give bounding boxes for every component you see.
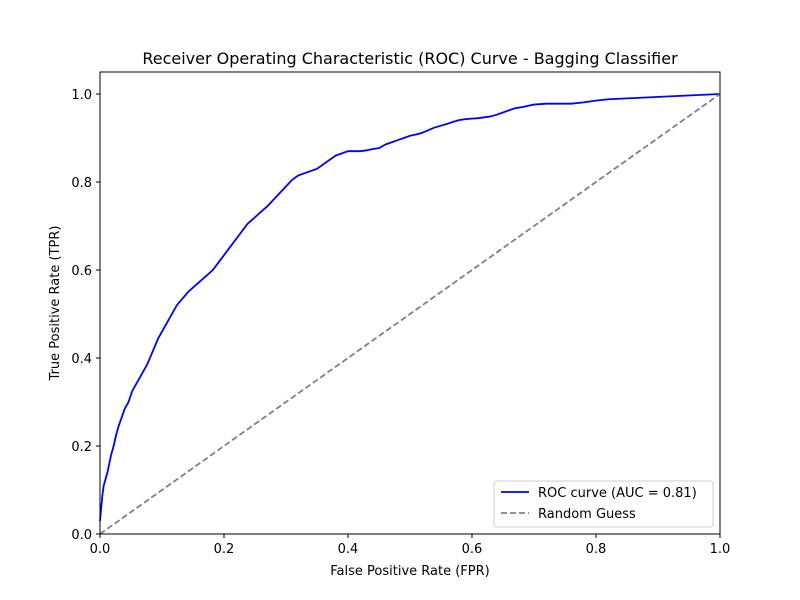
x-tick-label: 0.6 xyxy=(462,542,483,557)
chart-title: Receiver Operating Characteristic (ROC) … xyxy=(142,49,678,68)
legend-random-label: Random Guess xyxy=(538,507,636,522)
x-tick-label: 0.2 xyxy=(214,542,235,557)
plot-frame xyxy=(99,71,721,535)
x-tick-label: 0.8 xyxy=(586,542,607,557)
y-axis-label: True Positive Rate (TPR) xyxy=(48,226,63,382)
legend-box xyxy=(493,480,714,528)
y-tick-label: 0.4 xyxy=(71,352,92,367)
y-tick-label: 0.6 xyxy=(71,264,92,279)
plot-background xyxy=(100,72,720,534)
legend: ROC curve (AUC = 0.81) Random Guess xyxy=(493,480,714,528)
series-layer xyxy=(99,93,721,535)
x-tick-label: 1.0 xyxy=(710,542,731,557)
y-axis-ticks: 0.0 0.2 0.4 0.6 0.8 1.0 xyxy=(71,88,100,543)
y-tick-label: 0.0 xyxy=(71,528,92,543)
y-tick-label: 1.0 xyxy=(71,88,92,103)
y-tick-label: 0.8 xyxy=(71,176,92,191)
y-tick-label: 0.2 xyxy=(71,440,92,455)
legend-roc-label: ROC curve (AUC = 0.81) xyxy=(538,486,697,501)
x-tick-label: 0.4 xyxy=(338,542,359,557)
roc-curve-line xyxy=(99,93,721,521)
x-axis-label: False Positive Rate (FPR) xyxy=(330,564,489,579)
random-guess-line xyxy=(99,93,721,535)
x-axis-ticks: 0.0 0.2 0.4 0.6 0.8 1.0 xyxy=(90,534,731,557)
plot-area xyxy=(99,71,721,535)
x-tick-label: 0.0 xyxy=(90,542,111,557)
